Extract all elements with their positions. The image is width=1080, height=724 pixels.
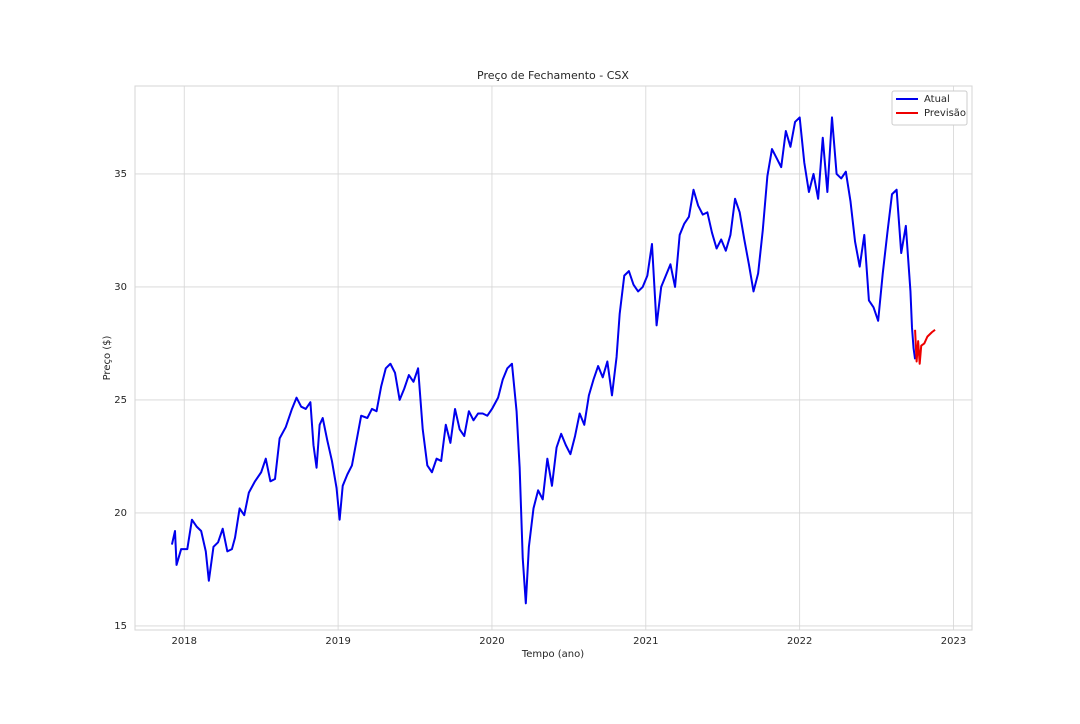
x-tick-label: 2018: [172, 636, 197, 647]
y-axis-label: Preço ($): [102, 335, 113, 380]
x-tick-label: 2019: [325, 636, 350, 647]
legend-label: Atual: [924, 94, 950, 105]
y-tick-label: 25: [114, 395, 127, 406]
x-axis-label: Tempo (ano): [521, 649, 584, 660]
y-tick-label: 35: [114, 169, 127, 180]
series-line: [914, 329, 936, 365]
y-tick-label: 30: [114, 282, 127, 293]
y-tick-label: 20: [114, 508, 127, 519]
plot-frame: [134, 85, 973, 631]
y-tick-label: 15: [114, 621, 127, 632]
series-line: [170, 116, 917, 605]
x-tick-label: 2022: [787, 636, 812, 647]
x-tick-label: 2021: [633, 636, 658, 647]
x-tick-label: 2023: [941, 636, 966, 647]
chart-title: Preço de Fechamento - CSX: [477, 69, 629, 82]
legend-label: Previsão: [924, 108, 966, 119]
x-tick-label: 2020: [479, 636, 504, 647]
